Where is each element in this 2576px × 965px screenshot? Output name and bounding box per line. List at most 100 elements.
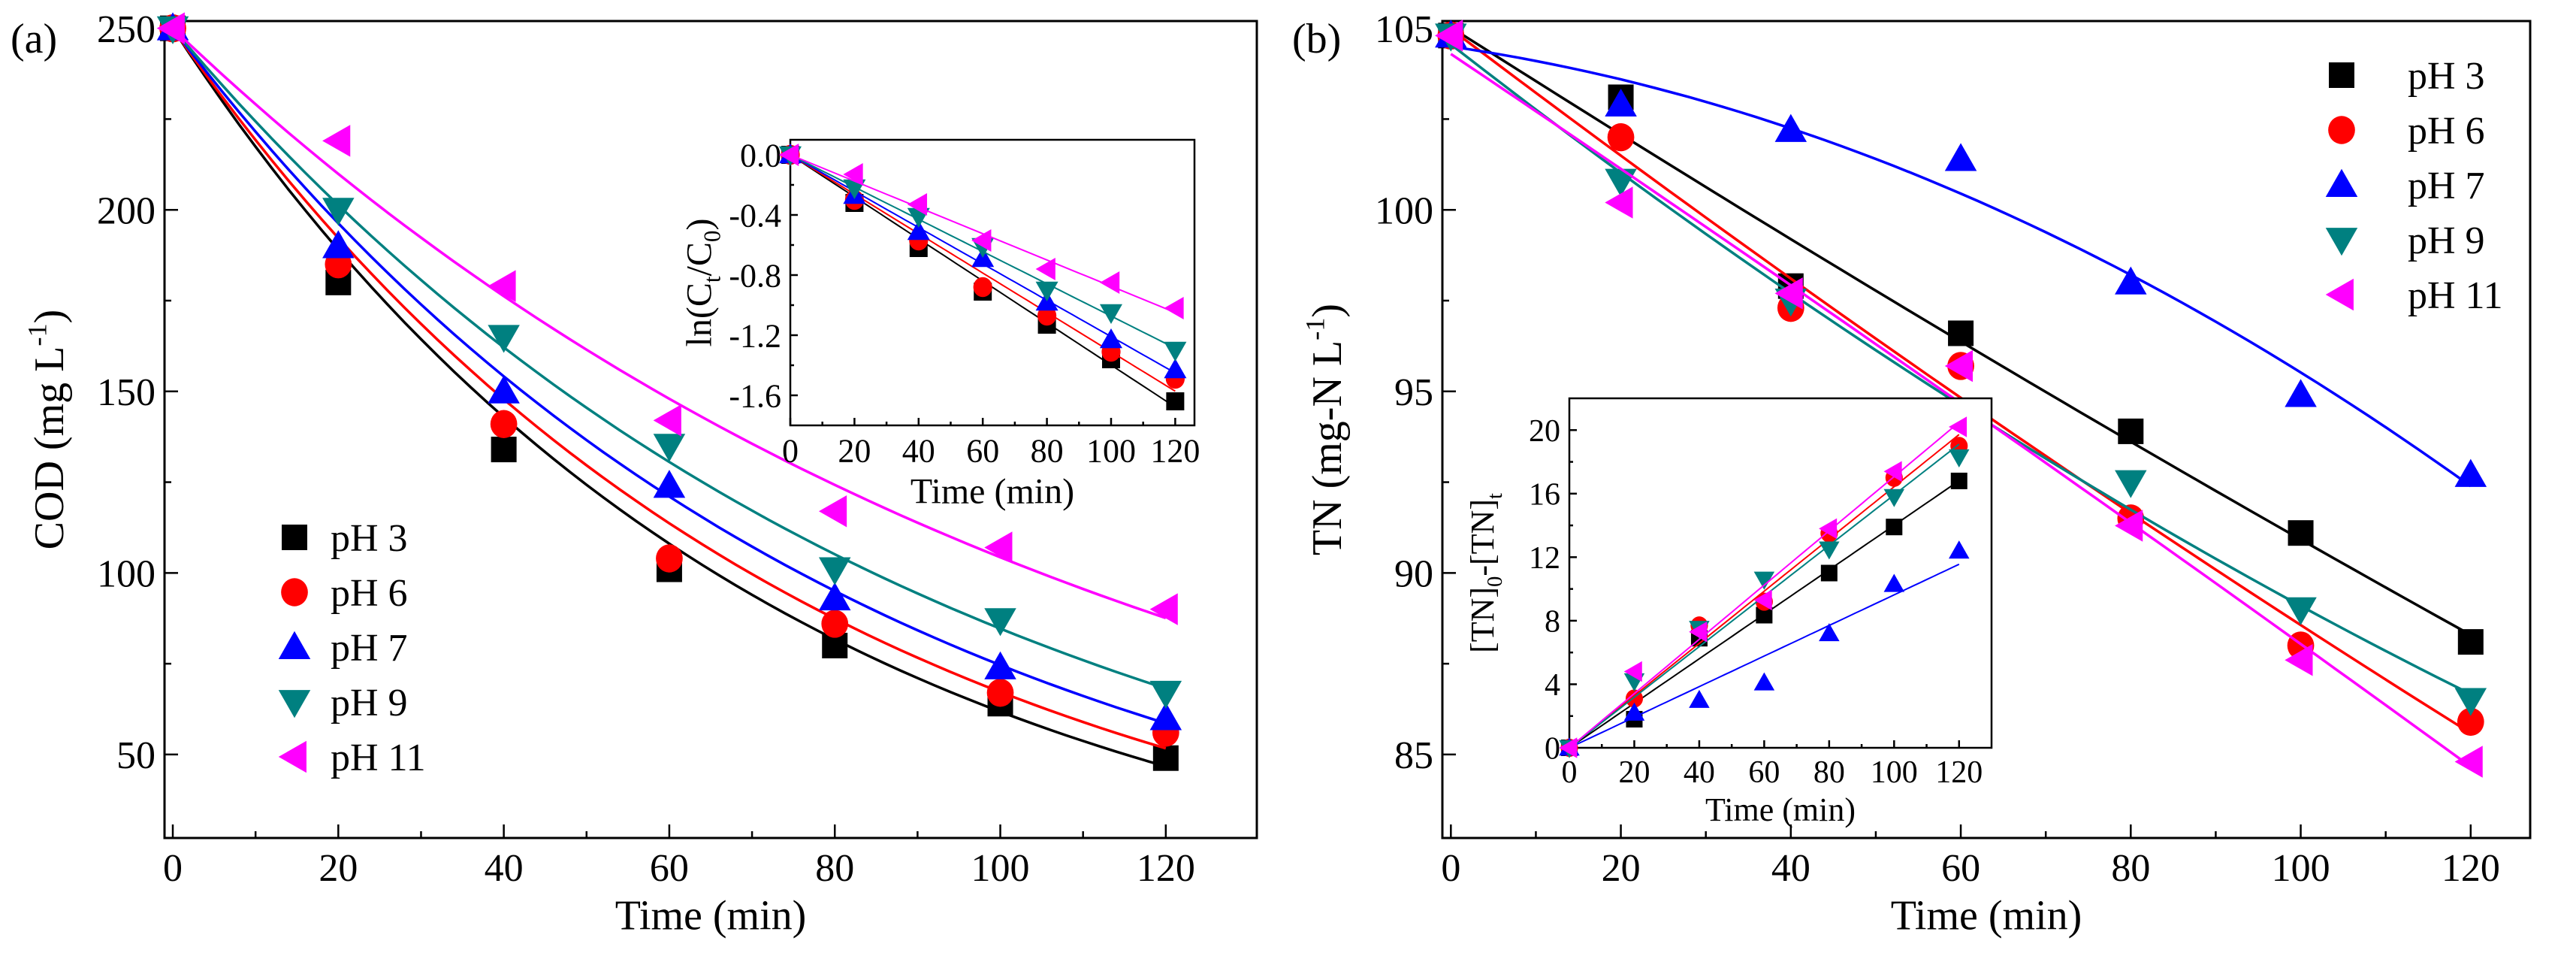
x-tick-label: 120	[2442, 847, 2500, 890]
data-point-ph3	[1756, 607, 1773, 624]
data-point-ph9	[1753, 571, 1775, 590]
data-point-ph9	[1949, 449, 1970, 467]
data-point-ph3	[1948, 320, 1974, 346]
data-point-ph7	[2115, 266, 2147, 295]
data-point-ph11	[1149, 593, 1178, 625]
y-label-text: ln(C	[679, 283, 719, 346]
data-point-ph9	[1099, 304, 1122, 324]
data-point-ph11	[1689, 621, 1708, 643]
data-point-ph11	[971, 229, 992, 252]
y-tick-label: 90	[1394, 553, 1433, 596]
x-tick-label: 80	[1031, 432, 1064, 469]
y-tick-label: 250	[97, 8, 156, 51]
data-point-ph9	[322, 198, 355, 226]
legend-label: pH 3	[331, 517, 408, 560]
y-tick-label: 0	[1545, 732, 1560, 767]
data-point-ph7	[1774, 113, 1807, 142]
x-axis-label: Time (min)	[1705, 791, 1856, 828]
data-point-ph7	[2454, 458, 2487, 487]
data-point-ph11	[818, 495, 847, 528]
x-tick-label: 100	[2272, 847, 2330, 890]
y-tick-label: 95	[1394, 371, 1433, 414]
legend-marker	[2329, 62, 2354, 88]
data-point-ph6	[2457, 707, 2484, 737]
legend-label: pH 11	[2408, 274, 2503, 317]
data-point-ph11	[1883, 461, 1902, 482]
plot-frame	[163, 20, 1258, 839]
data-point-ph3	[491, 437, 517, 463]
legend-marker	[278, 631, 311, 659]
y-axis-label: TN (mg-N L-1)	[1300, 304, 1350, 555]
data-point-ph9	[488, 325, 520, 353]
x-axis-label: Time (min)	[1891, 893, 2082, 939]
y-tick-label: 50	[116, 734, 156, 777]
y-tick-label: 200	[97, 189, 156, 232]
data-point-ph11	[1753, 589, 1772, 611]
data-point-ph11	[156, 12, 185, 44]
y-label-text: TN (mg-N L	[1304, 340, 1351, 555]
data-point-ph3	[1166, 392, 1185, 410]
data-point-ph7	[1623, 702, 1645, 721]
x-tick-label: 100	[1871, 755, 1918, 790]
legend-label: pH 7	[2408, 165, 2485, 207]
data-point-ph7	[818, 582, 851, 611]
data-point-ph11	[1559, 737, 1578, 758]
y-tick-label: 85	[1394, 734, 1433, 777]
data-point-ph9	[1164, 341, 1187, 361]
data-point-ph11	[843, 163, 863, 186]
data-point-ph7	[1949, 540, 1970, 559]
data-point-ph9	[984, 608, 1016, 637]
x-tick-label: 120	[1935, 755, 1983, 790]
data-point-ph3	[2118, 418, 2144, 444]
data-point-ph3	[1950, 472, 1967, 489]
x-tick-label: 40	[1771, 847, 1810, 890]
x-tick-label: 20	[1602, 847, 1641, 890]
data-point-ph3	[1152, 745, 1179, 771]
data-point-ph7	[322, 230, 355, 259]
y-axis-label: ln(Ct/C0)	[679, 219, 725, 347]
data-point-ph9	[2454, 688, 2487, 716]
legend-label: pH 6	[2408, 110, 2485, 153]
data-point-ph11	[488, 270, 516, 302]
data-point-ph7	[984, 651, 1016, 679]
data-point-ph9	[843, 179, 866, 199]
data-point-ph11	[1774, 277, 1803, 310]
y-axis-label: [TN]0-[TN]t	[1464, 493, 1507, 653]
y-label-text-end: )	[679, 219, 719, 231]
y-tick-label: 20	[1529, 414, 1560, 449]
x-axis-label: Time (min)	[911, 472, 1074, 512]
y-tick-label: 8	[1545, 605, 1560, 640]
y-label-text: [TN]	[1464, 587, 1501, 653]
legend: pH 3 pH 6 pH 7 pH 9 pH 11	[2325, 55, 2503, 317]
y-label-text-mid: -[TN]	[1464, 499, 1501, 576]
y-tick-label: 100	[97, 553, 156, 596]
data-point-ph11	[1944, 349, 1973, 383]
data-point-ph11	[2454, 746, 2483, 778]
data-point-ph3	[2288, 520, 2314, 546]
x-tick-label: 60	[1941, 847, 1980, 890]
x-tick-label: 60	[966, 432, 999, 469]
x-tick-label: 20	[1618, 755, 1650, 790]
y-tick-label: -0.4	[729, 197, 781, 234]
y-tick-label: 105	[1375, 8, 1433, 51]
legend-label: pH 6	[331, 572, 408, 615]
data-point-ph6	[821, 610, 849, 638]
data-point-ph11	[907, 193, 928, 216]
data-point-ph7	[1099, 328, 1122, 349]
y-label-subscript: 0	[699, 231, 725, 243]
y-axis-label: COD (mg L-1)	[22, 310, 72, 550]
y-label-text-mid: /C	[679, 242, 719, 276]
data-point-ph6	[656, 544, 683, 573]
data-point-ph9	[1819, 541, 1840, 560]
data-point-ph11	[1164, 297, 1184, 319]
data-point-ph9	[653, 434, 686, 462]
data-point-ph11	[2285, 644, 2313, 676]
data-point-ph7	[1149, 702, 1182, 731]
x-tick-label: 40	[485, 847, 524, 890]
data-point-ph7	[2285, 379, 2317, 407]
data-point-ph11	[653, 404, 681, 437]
legend-label: pH 11	[331, 737, 426, 779]
